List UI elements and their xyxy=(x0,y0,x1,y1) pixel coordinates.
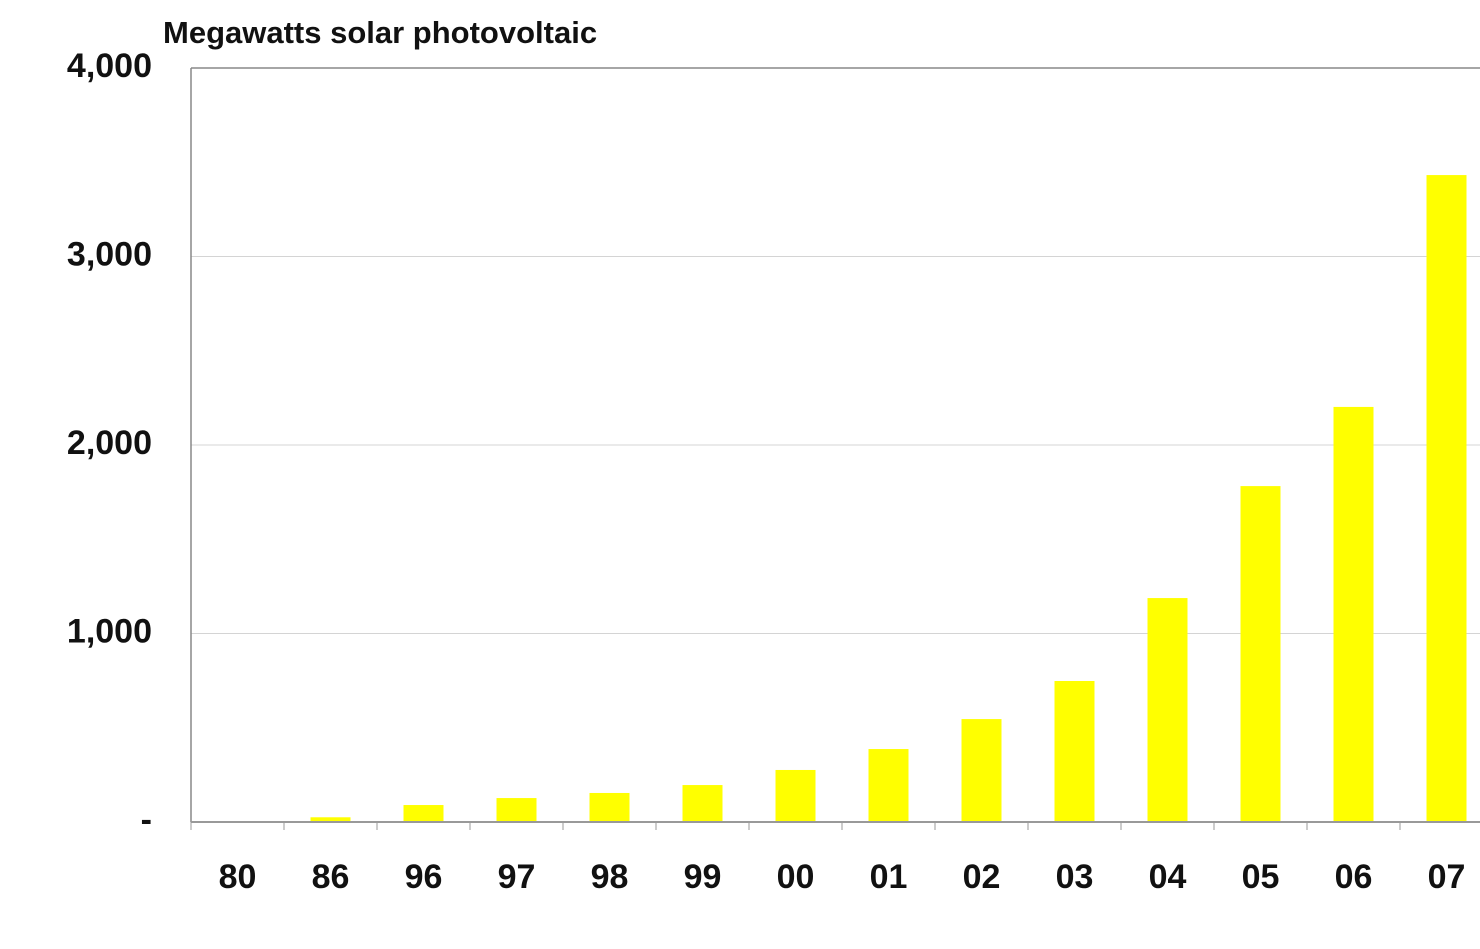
bar xyxy=(868,749,909,822)
x-tick-label: 01 xyxy=(870,858,908,896)
x-tick-label: 03 xyxy=(1056,858,1094,896)
bar xyxy=(1333,406,1374,822)
y-tick-label: 2,000 xyxy=(67,424,152,462)
bar xyxy=(589,792,630,822)
x-tick-label: 00 xyxy=(777,858,815,896)
bar xyxy=(961,719,1002,822)
bar xyxy=(403,805,444,822)
bar xyxy=(1054,681,1095,822)
y-tick-label: 1,000 xyxy=(67,612,152,650)
x-tick-label: 99 xyxy=(684,858,722,896)
y-tick-label: - xyxy=(141,801,152,839)
x-tick-label: 07 xyxy=(1428,858,1466,896)
y-tick-label: 4,000 xyxy=(67,47,152,85)
x-tick-label: 04 xyxy=(1149,858,1187,896)
bar xyxy=(775,769,816,822)
bar xyxy=(1240,486,1281,822)
x-tick-label: 86 xyxy=(312,858,350,896)
bar xyxy=(496,798,537,822)
x-tick-label: 06 xyxy=(1335,858,1373,896)
bar xyxy=(1426,175,1467,822)
x-tick-label: 98 xyxy=(591,858,629,896)
bar xyxy=(1147,598,1188,822)
chart-title: Megawatts solar photovoltaic xyxy=(163,15,597,50)
x-tick-label: 02 xyxy=(963,858,1001,896)
x-tick-label: 80 xyxy=(219,858,257,896)
bar xyxy=(310,817,351,822)
x-tick-label: 97 xyxy=(498,858,536,896)
y-tick-label: 3,000 xyxy=(67,235,152,273)
bar xyxy=(682,785,723,822)
x-tick-label: 05 xyxy=(1242,858,1280,896)
x-tick-label: 96 xyxy=(405,858,443,896)
